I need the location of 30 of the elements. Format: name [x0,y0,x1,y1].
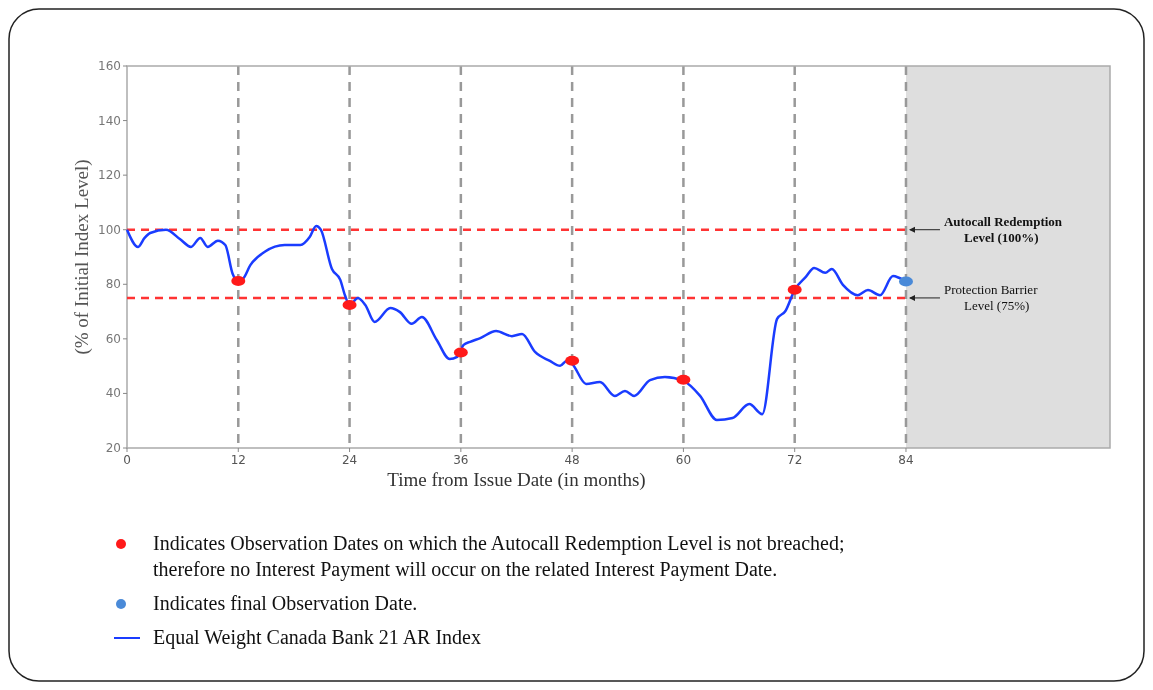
y-tick-label: 20 [105,441,121,455]
point [787,284,802,295]
y-tick-label: 120 [98,168,121,183]
y-tick-label: 40 [105,386,121,401]
point [453,347,468,358]
x-tick-label: 36 [453,453,469,467]
x-tick-label: 12 [230,453,246,467]
x-tick-label: 60 [675,453,692,467]
x-tick-label: 84 [898,453,914,467]
legend-label: Equal Weight Canada Bank 21 AR Index [153,626,481,649]
point [676,374,691,385]
y-axis-title: (% of Initial Index Level) [71,159,93,355]
y-tick-label: 160 [98,59,121,73]
x-tick-label: 48 [564,453,580,467]
ref-line-label: Autocall Redemption Level (100%) [943,213,1063,245]
y-tick-label: 60 [105,331,121,346]
legend-label: Indicates final Observation Date. [153,592,418,614]
x-tick-label: 0 [123,453,131,467]
x-tick-label: 24 [341,453,358,467]
y-tick-label: 100 [98,222,121,237]
point [342,300,357,311]
x-axis-title: Time from Issue Date (in months) [387,469,646,491]
point [898,276,913,287]
point [231,276,246,287]
ref-line-label: Protection Barrier Level (75%) [943,281,1039,313]
legend-label: Indicates Observation Dates on which the Autocall Redemption Level is not breached; therefore no Interest Payment will occur on the related Interest Payment Date. [153,532,845,581]
y-tick-label: 140 [98,113,121,128]
y-tick-label: 80 [105,277,121,292]
x-tick-label: 72 [787,453,803,467]
point [565,355,580,366]
